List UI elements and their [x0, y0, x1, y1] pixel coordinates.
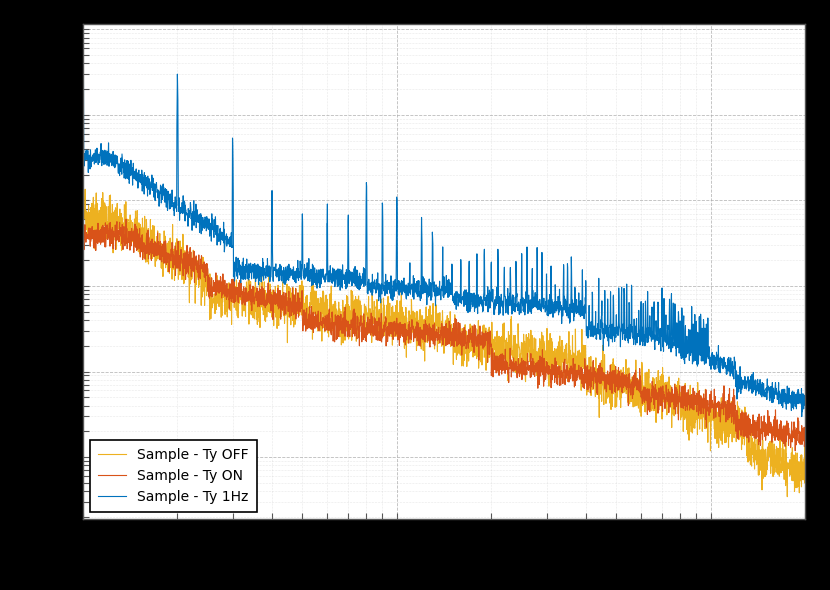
Sample - Ty OFF: [78, 215, 88, 222]
Sample - Ty 1Hz: [800, 394, 810, 401]
Sample - Ty ON: [708, 405, 718, 412]
Sample - Ty OFF: [786, 450, 796, 457]
Sample - Ty 1Hz: [161, 189, 171, 196]
Sample - Ty ON: [121, 215, 131, 222]
Sample - Ty ON: [203, 272, 213, 279]
Sample - Ty OFF: [387, 327, 397, 335]
Sample - Ty ON: [387, 327, 397, 335]
Sample - Ty 1Hz: [355, 278, 365, 286]
Sample - Ty 1Hz: [797, 413, 807, 420]
Sample - Ty ON: [78, 228, 88, 235]
Sample - Ty ON: [161, 237, 171, 244]
Line: Sample - Ty 1Hz: Sample - Ty 1Hz: [83, 46, 805, 417]
Sample - Ty OFF: [81, 186, 90, 193]
Line: Sample - Ty ON: Sample - Ty ON: [83, 219, 805, 451]
Sample - Ty OFF: [355, 303, 365, 310]
Sample - Ty 1Hz: [203, 226, 213, 233]
Sample - Ty OFF: [783, 493, 793, 500]
Sample - Ty 1Hz: [387, 284, 397, 291]
Sample - Ty 1Hz: [78, 44, 88, 51]
Legend: Sample - Ty OFF, Sample - Ty ON, Sample - Ty 1Hz: Sample - Ty OFF, Sample - Ty ON, Sample …: [90, 440, 257, 512]
Sample - Ty OFF: [708, 411, 718, 418]
Sample - Ty ON: [790, 447, 800, 454]
Line: Sample - Ty OFF: Sample - Ty OFF: [83, 189, 805, 497]
Sample - Ty OFF: [161, 264, 171, 271]
Sample - Ty OFF: [203, 293, 213, 300]
Sample - Ty ON: [800, 435, 810, 442]
Sample - Ty 1Hz: [786, 398, 796, 405]
Sample - Ty 1Hz: [708, 355, 718, 362]
Sample - Ty 1Hz: [78, 42, 88, 50]
Sample - Ty ON: [355, 320, 365, 327]
Sample - Ty OFF: [800, 467, 810, 474]
Sample - Ty ON: [786, 435, 796, 442]
